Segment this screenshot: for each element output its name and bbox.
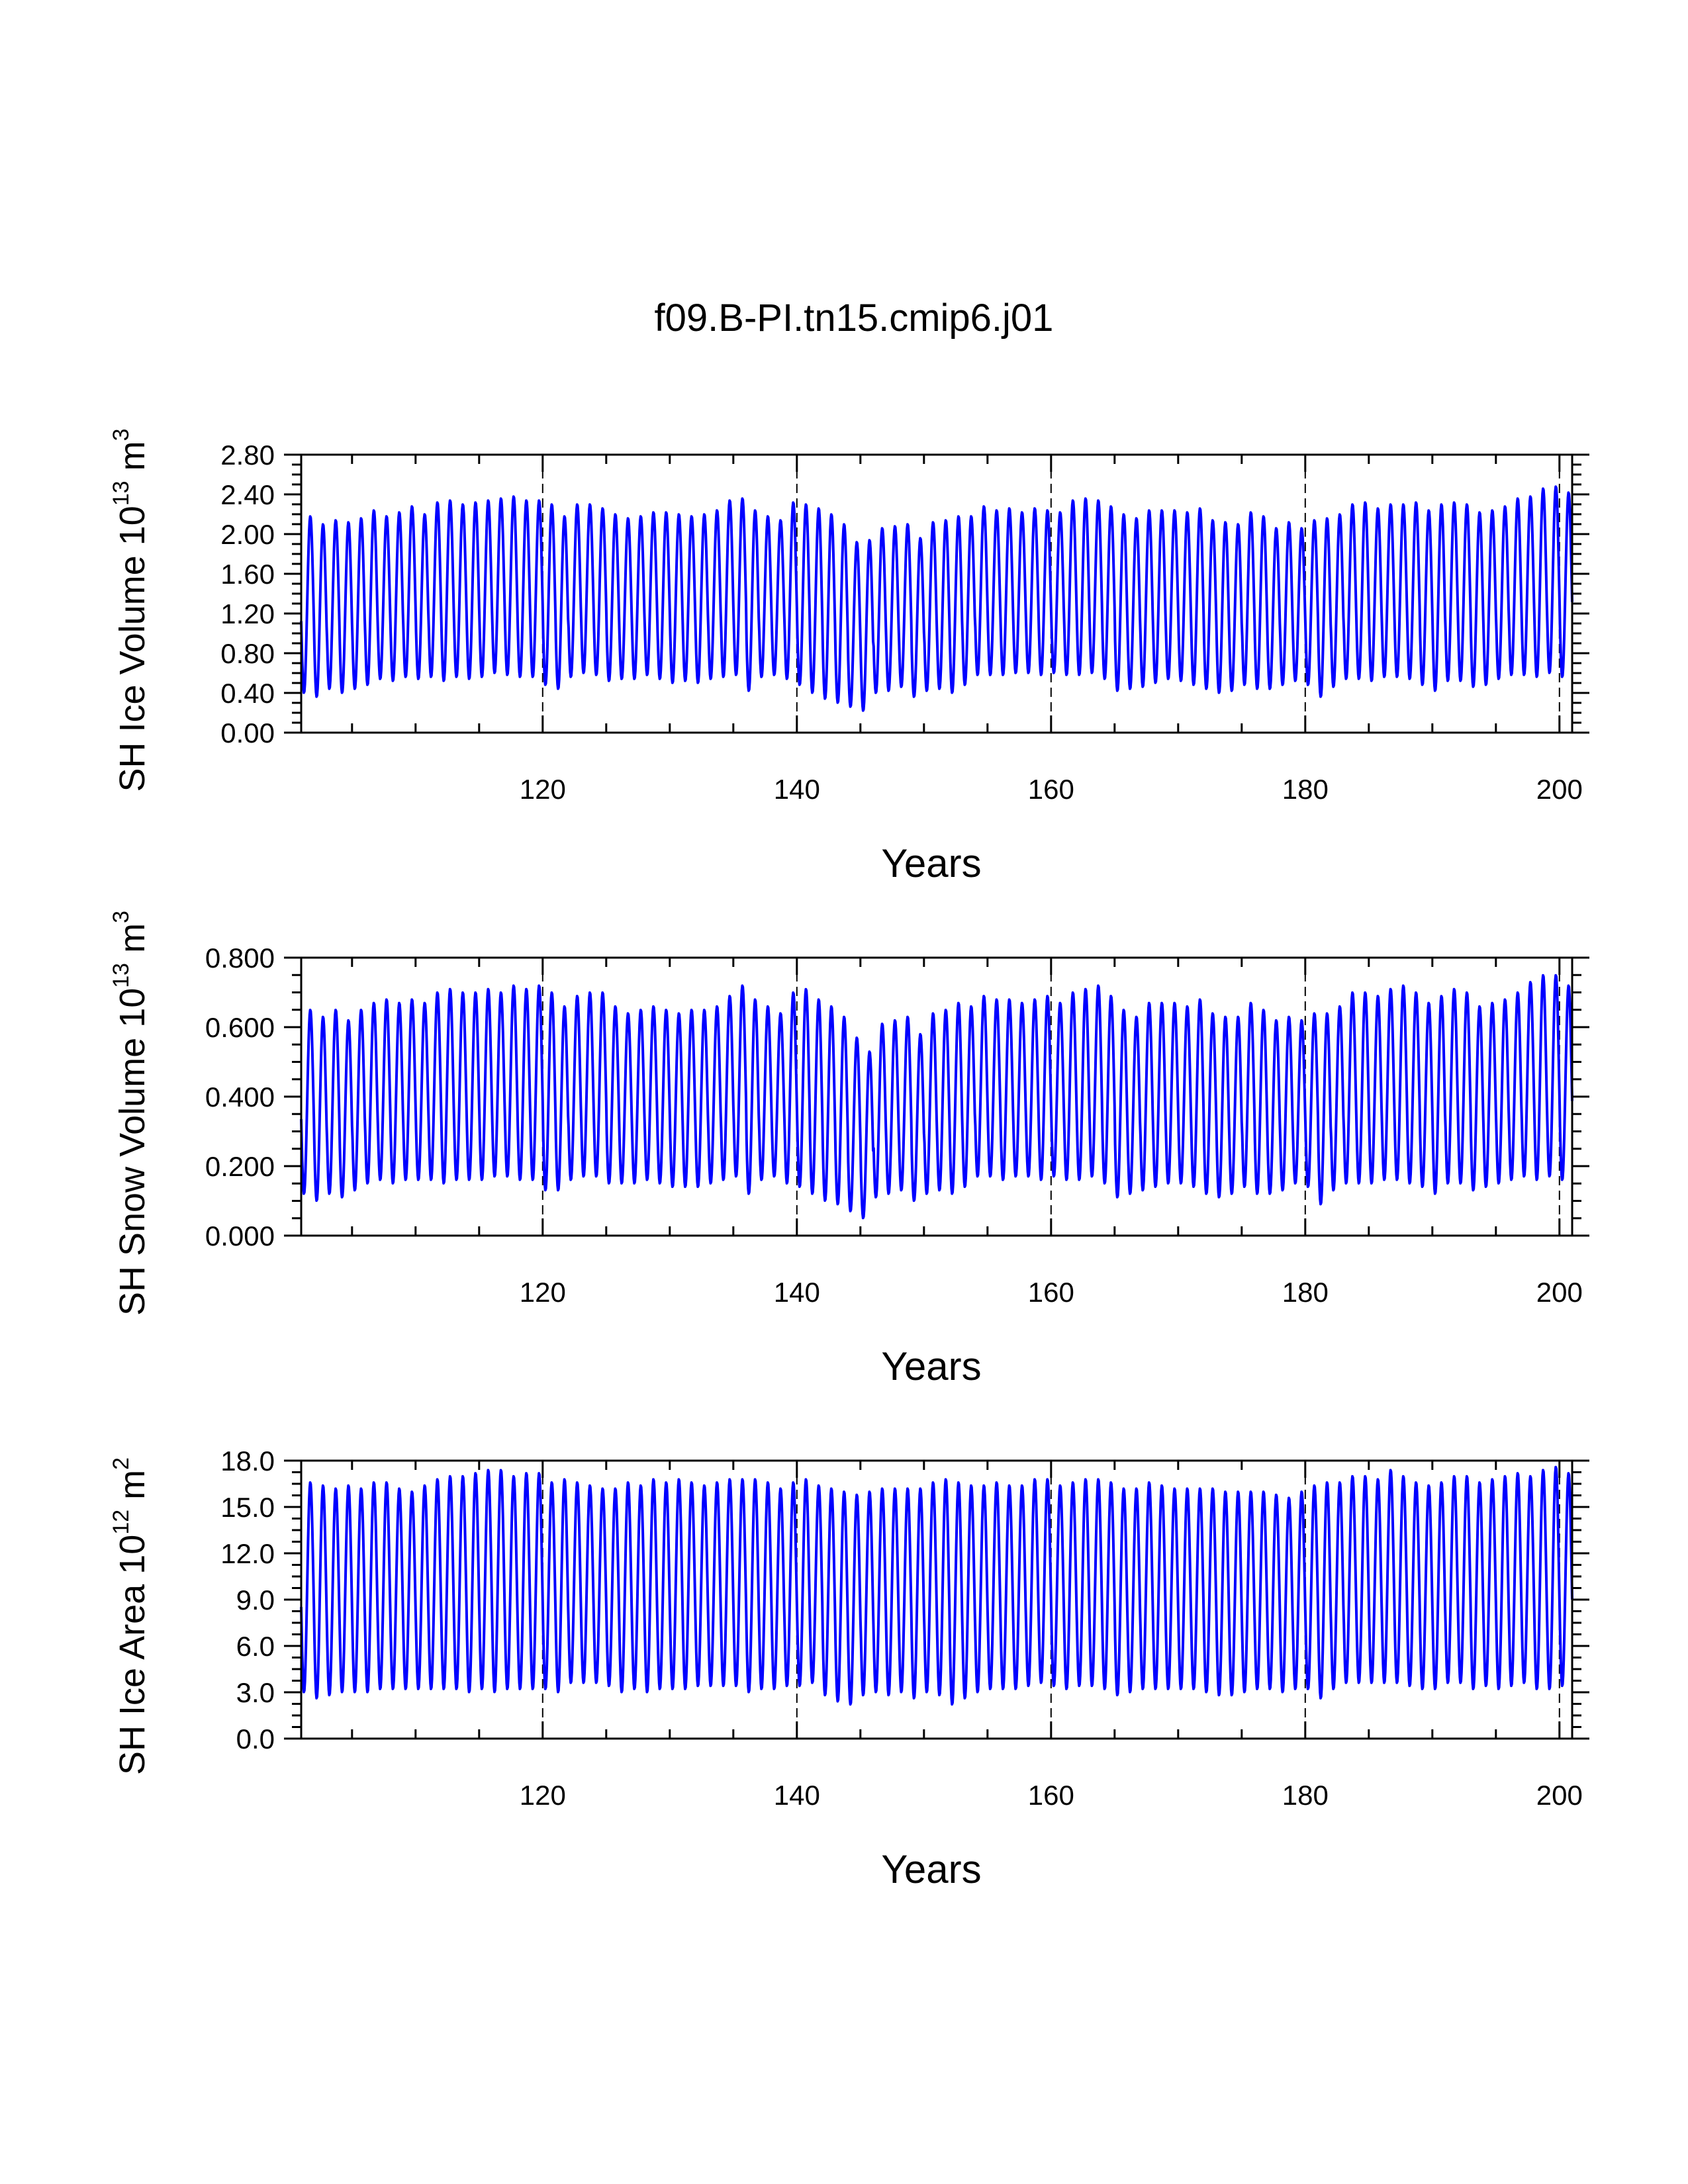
x-axis-label: Years (881, 1847, 981, 1891)
y-tick-label: 9.0 (236, 1584, 275, 1615)
y-axis-label: SH Snow Volume 1013 m3 (109, 911, 152, 1316)
y-tick-label: 0.800 (205, 942, 275, 974)
chart-panel-2: 120 140 160 180 200 0.000 0.200 0.400 0.600 0.800… (109, 911, 1589, 1388)
y-axis-label: SH Ice Volume 1013 m3 (109, 429, 152, 792)
x-tick-label: 160 (1028, 1780, 1074, 1811)
y-tick-label: 0.40 (220, 678, 275, 709)
chart-panel-3: 120 140 160 180 200 0.0 3.0 6.0 9.0 12.0 15.0 18.0 Y… (109, 1445, 1589, 1891)
x-tick-label: 120 (520, 1780, 566, 1811)
x-tick-label: 160 (1028, 774, 1074, 805)
x-tick-label: 180 (1282, 1277, 1329, 1308)
y-tick-label: 15.0 (220, 1492, 275, 1523)
y-tick-label: 2.40 (220, 479, 275, 510)
y-tick-label: 12.0 (220, 1538, 275, 1569)
y-tick-label: 0.400 (205, 1081, 275, 1113)
series-line-1 (300, 1465, 1573, 1706)
x-tick-label: 140 (774, 774, 820, 805)
y-tick-label: 1.20 (220, 598, 275, 629)
x-tick-label: 200 (1536, 1780, 1583, 1811)
series-line-1 (300, 974, 1573, 1220)
x-tick-label: 160 (1028, 1277, 1074, 1308)
y-tick-label: 6.0 (236, 1631, 275, 1662)
x-tick-label: 200 (1536, 1277, 1583, 1308)
y-tick-label: 0.0 (236, 1723, 275, 1754)
x-tick-label: 140 (774, 1277, 820, 1308)
figure-title: f09.B-PI.tn15.cmip6.j01 (655, 296, 1054, 340)
y-tick-label: 18.0 (220, 1445, 275, 1477)
chart-panel-1: 120 140 160 180 200 0.00 0.40 0.80 1.20 1.60 2.00 2… (109, 429, 1589, 886)
y-tick-label: 0.600 (205, 1012, 275, 1043)
y-tick-label: 0.200 (205, 1151, 275, 1182)
x-axis-label: Years (881, 1344, 981, 1388)
y-tick-label: 2.80 (220, 439, 275, 471)
series-line-1 (300, 485, 1573, 712)
x-tick-label: 120 (520, 1277, 566, 1308)
x-axis-label: Years (881, 841, 981, 886)
y-axis-label: SH Ice Area 1012 m2 (109, 1457, 152, 1775)
x-tick-label: 180 (1282, 1780, 1329, 1811)
x-tick-label: 180 (1282, 774, 1329, 805)
y-tick-label: 1.60 (220, 559, 275, 590)
y-tick-label: 0.00 (220, 717, 275, 749)
y-tick-label: 2.00 (220, 519, 275, 550)
y-tick-label: 3.0 (236, 1677, 275, 1708)
x-tick-label: 200 (1536, 774, 1583, 805)
y-tick-label: 0.80 (220, 638, 275, 669)
panels: 120 140 160 180 200 0.00 0.40 0.80 1.20 1.60 2.00 2… (109, 429, 1589, 1891)
x-tick-label: 120 (520, 774, 566, 805)
x-tick-label: 140 (774, 1780, 820, 1811)
y-tick-label: 0.000 (205, 1220, 275, 1251)
